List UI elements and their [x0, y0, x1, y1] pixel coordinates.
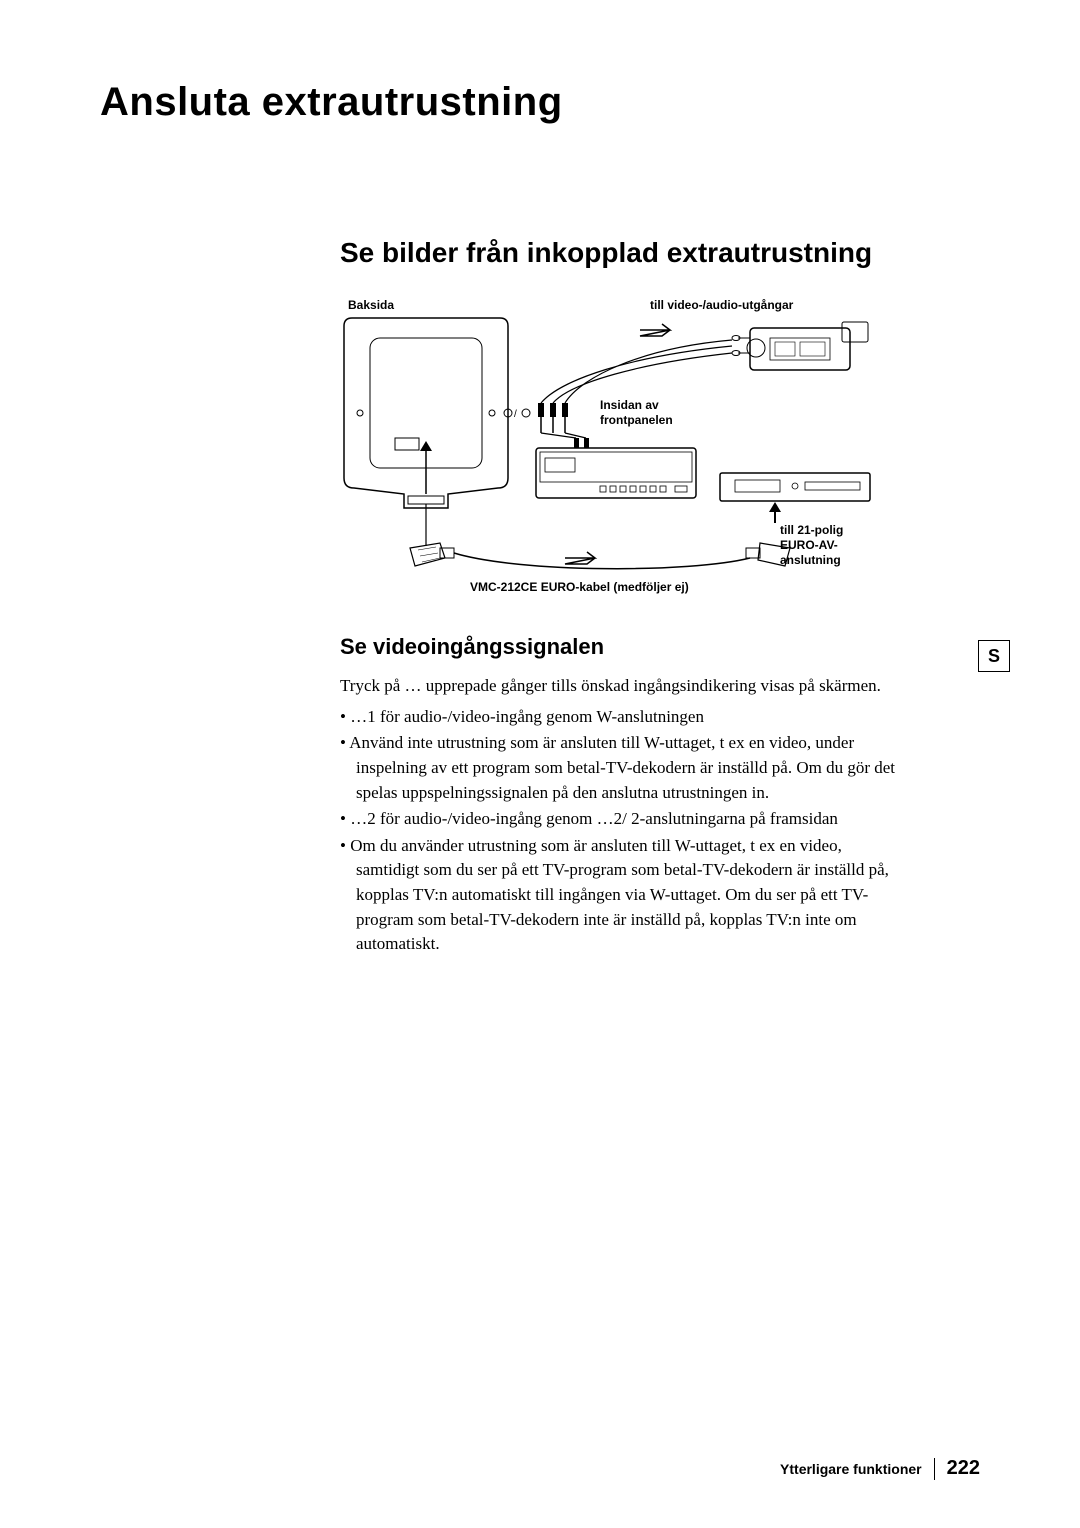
diagram-label-baksida: Baksida	[348, 298, 394, 313]
subheading: Se videoingångssignalen	[340, 634, 900, 660]
bullet-list: …1 för audio-/video-ingång genom W-anslu…	[340, 705, 900, 957]
scart-cable-icon	[410, 441, 790, 569]
footer-divider	[934, 1458, 935, 1480]
language-tab: S	[978, 640, 1010, 672]
page-number: 222	[947, 1457, 980, 1480]
list-item: …1 för audio-/video-ingång genom W-anslu…	[340, 705, 900, 730]
tv-back-icon: /	[344, 318, 530, 508]
flow-arrow-top-icon	[640, 324, 670, 336]
intro-paragraph: Tryck på … upprepade gånger tills önskad…	[340, 674, 900, 699]
list-item: Använd inte utrustning som är ansluten t…	[340, 731, 900, 805]
vcr-icon	[536, 438, 696, 498]
camcorder-icon	[732, 322, 868, 370]
up-arrow-icon	[769, 502, 781, 523]
page-container: Ansluta extrautrustning Se bilder från i…	[0, 0, 1080, 1528]
decoder-icon	[720, 473, 870, 501]
page-title: Ansluta extrautrustning	[100, 80, 980, 125]
connection-diagram: Baksida till video-/audio-utgångar Insid…	[340, 298, 900, 598]
content-column: Se bilder från inkopplad extrautrustning…	[340, 235, 900, 957]
diagram-label-cable: VMC-212CE EURO-kabel (medföljer ej)	[470, 580, 689, 595]
page-footer: Ytterligare funktioner 222	[780, 1457, 980, 1480]
svg-text:/: /	[514, 409, 517, 420]
diagram-label-insidan: Insidan av frontpanelen	[600, 398, 690, 428]
list-item: Om du använder utrustning som är anslute…	[340, 834, 900, 957]
footer-section-label: Ytterligare funktioner	[780, 1461, 934, 1477]
list-item: …2 för audio-/video-ingång genom …2/ 2-a…	[340, 807, 900, 832]
flow-arrow-bottom-icon	[565, 552, 595, 564]
section-title: Se bilder från inkopplad extrautrustning	[340, 235, 900, 270]
diagram-label-21polig: till 21-polig EURO-AV- anslutning	[780, 523, 880, 568]
diagram-label-video-audio: till video-/audio-utgångar	[650, 298, 793, 313]
rca-plugs-icon	[538, 403, 568, 433]
